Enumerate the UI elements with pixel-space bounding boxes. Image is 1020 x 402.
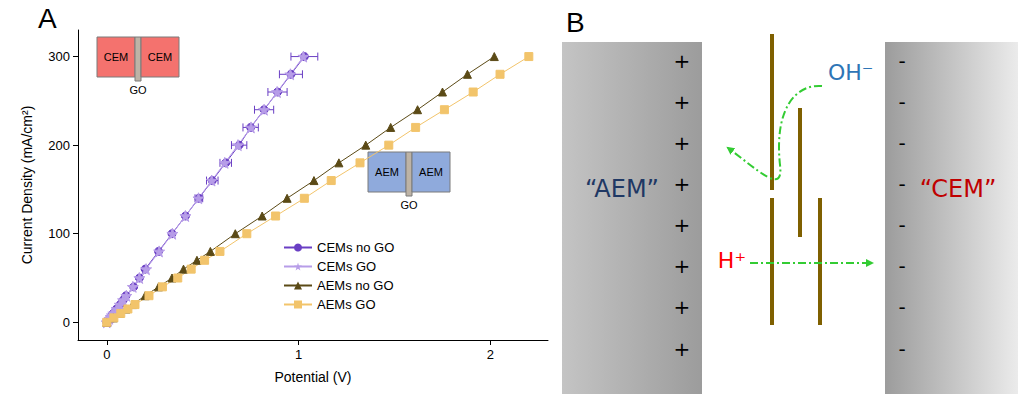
svg-text:+: + [674, 49, 691, 73]
svg-text:200: 200 [48, 138, 70, 153]
svg-text:Current Density (mA/cm²): Current Density (mA/cm²) [19, 106, 35, 265]
svg-text:100: 100 [48, 226, 70, 241]
svg-text:-: - [898, 49, 905, 73]
svg-text:“CEM”: “CEM” [920, 175, 997, 203]
svg-text:“AEM”: “AEM” [585, 175, 659, 203]
svg-text:+: + [674, 213, 691, 237]
svg-text:0: 0 [63, 315, 70, 330]
svg-text:AEM: AEM [375, 166, 399, 178]
svg-text:+: + [674, 254, 691, 278]
svg-text:+: + [674, 295, 691, 319]
svg-text:OH⁻: OH⁻ [828, 60, 873, 85]
svg-text:+: + [674, 131, 691, 155]
svg-text:0: 0 [103, 347, 110, 362]
svg-text:Potential (V): Potential (V) [274, 369, 351, 385]
svg-text:CEM: CEM [104, 51, 128, 63]
svg-text:+: + [674, 90, 691, 114]
svg-text:-: - [898, 90, 905, 114]
svg-text:1: 1 [295, 347, 302, 362]
svg-text:-: - [898, 295, 905, 319]
svg-text:-: - [898, 131, 905, 155]
svg-text:CEMs no GO: CEMs no GO [317, 240, 394, 255]
svg-text:300: 300 [48, 49, 70, 64]
svg-text:-: - [898, 213, 905, 237]
svg-text:H⁺: H⁺ [718, 248, 746, 273]
svg-text:A: A [38, 3, 57, 34]
svg-text:GO: GO [129, 84, 147, 96]
svg-text:AEMs no GO: AEMs no GO [317, 278, 394, 293]
svg-text:AEMs GO: AEMs GO [317, 297, 376, 312]
svg-text:-: - [898, 337, 905, 361]
svg-text:AEM: AEM [419, 166, 443, 178]
svg-text:-: - [898, 172, 905, 196]
svg-text:+: + [674, 337, 691, 361]
svg-text:CEMs GO: CEMs GO [317, 259, 376, 274]
svg-text:-: - [898, 254, 905, 278]
svg-text:GO: GO [400, 199, 418, 211]
svg-text:B: B [566, 7, 585, 38]
svg-text:+: + [674, 172, 691, 196]
svg-text:2: 2 [487, 347, 494, 362]
svg-text:CEM: CEM [148, 51, 172, 63]
